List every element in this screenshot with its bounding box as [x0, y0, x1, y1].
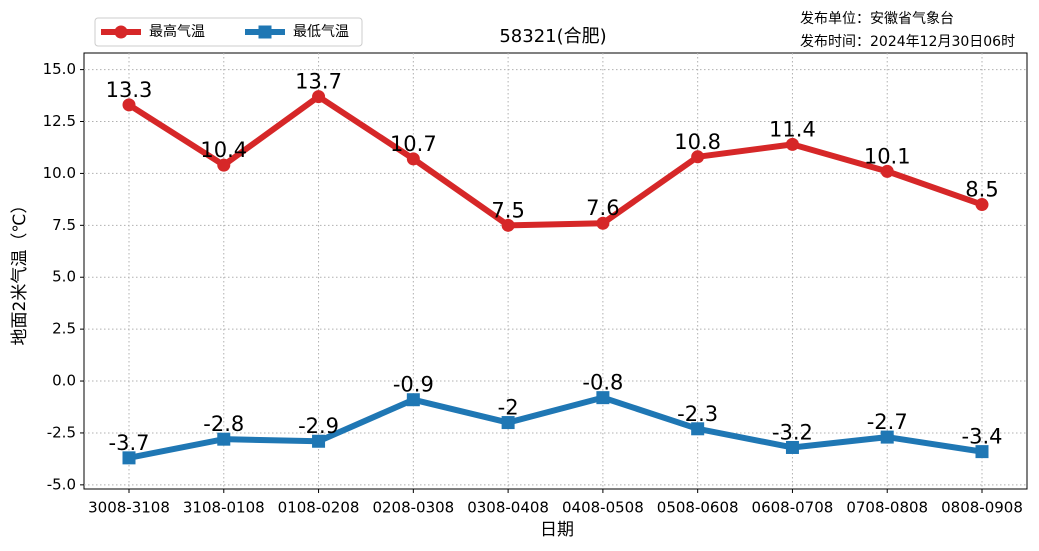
plot-frame: [83, 52, 1028, 490]
legend-label: 最高气温: [149, 23, 205, 40]
marker: [406, 152, 420, 166]
x-tick-label: 0708-0808: [846, 499, 928, 517]
marker: [880, 430, 894, 444]
value-label: -2.9: [298, 414, 339, 438]
value-label: -3.7: [109, 431, 150, 455]
y-tick-label: 12.5: [43, 112, 76, 130]
y-tick-label: 2.5: [52, 320, 76, 338]
value-label: -2.8: [203, 412, 244, 436]
value-label: 10.8: [674, 130, 721, 154]
marker: [596, 216, 610, 230]
publish-time: 发布时间：2024年12月30日06时: [800, 34, 1015, 50]
marker: [880, 164, 894, 178]
x-tick-label: 3108-0108: [183, 499, 265, 517]
marker: [122, 98, 136, 112]
legend-frame: [94, 17, 363, 47]
marker: [406, 393, 420, 407]
y-tick-label: 15.0: [43, 60, 76, 78]
x-axis-label: 日期: [540, 520, 574, 540]
marker: [785, 440, 799, 454]
value-label: 10.7: [390, 132, 437, 156]
value-label: 13.3: [106, 78, 153, 102]
value-label: -2.7: [867, 410, 908, 434]
x-tick-label: 3008-3108: [88, 499, 170, 517]
y-axis-label: 地面2米气温（℃）: [10, 197, 30, 346]
y-tick-label: -2.5: [47, 423, 76, 441]
legend: 最高气温 最低气温: [94, 17, 363, 47]
marker: [258, 25, 272, 39]
value-label: -3.4: [962, 425, 1003, 449]
marker: [975, 445, 989, 459]
x-tick-label: 0208-0308: [372, 499, 454, 517]
y-tick-label: 10.0: [43, 164, 76, 182]
value-label: 8.5: [965, 178, 998, 202]
x-tick-label: 0808-0908: [941, 499, 1023, 517]
legend-label: 最低气温: [293, 24, 349, 40]
y-tick-label: 0.0: [52, 372, 76, 390]
publisher: 发布单位：安徽省气象台: [800, 11, 954, 27]
value-label: 10.1: [864, 144, 911, 168]
value-label: -2.3: [677, 402, 718, 426]
x-tick-label: 0108-0208: [278, 499, 360, 517]
value-label: -2: [498, 396, 519, 420]
x-tick-label: 0608-0708: [752, 499, 834, 517]
value-label: -3.2: [772, 420, 813, 444]
x-tick-label: 0508-0608: [657, 499, 739, 517]
value-label: 11.4: [769, 117, 816, 141]
marker: [312, 90, 326, 104]
marker: [114, 25, 128, 39]
y-tick-label: -5.0: [47, 475, 76, 493]
x-tick-label: 0408-0508: [562, 499, 644, 517]
value-label: 10.4: [200, 138, 247, 162]
series-line: [128, 394, 983, 461]
value-label: -0.8: [582, 371, 623, 395]
marker: [785, 137, 799, 151]
value-label: 13.7: [295, 70, 342, 94]
x-tick-label: 0308-0408: [467, 499, 549, 517]
chart-title: 58321(合肥): [499, 26, 606, 47]
marker: [691, 422, 705, 436]
marker: [975, 198, 989, 212]
marker: [596, 391, 610, 405]
value-label: -0.9: [393, 373, 434, 397]
series-line: [127, 93, 983, 229]
marker: [691, 150, 705, 164]
marker: [217, 432, 231, 446]
marker: [501, 218, 515, 232]
value-label: 7.6: [586, 196, 619, 220]
marker: [122, 451, 136, 465]
y-tick-label: 7.5: [52, 216, 76, 234]
marker: [217, 158, 231, 172]
y-tick-label: 5.0: [52, 268, 76, 286]
marker: [501, 416, 515, 430]
value-label: 7.5: [491, 198, 524, 222]
marker: [312, 434, 326, 448]
